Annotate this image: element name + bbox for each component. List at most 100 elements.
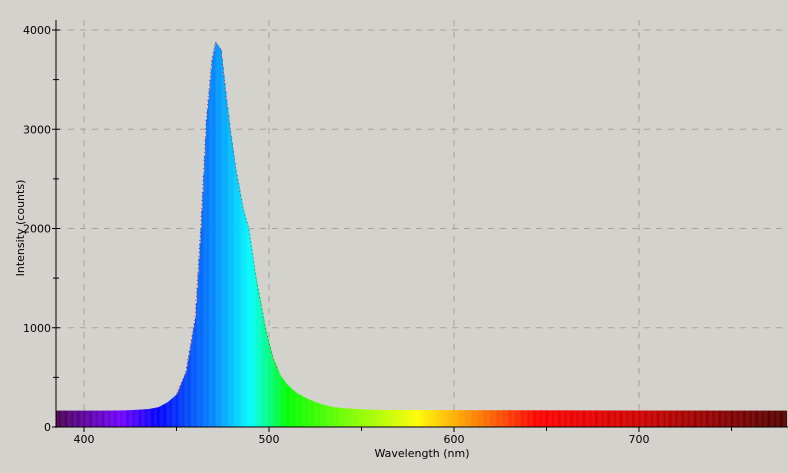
- spectrum-bar: [477, 410, 479, 427]
- spectrum-bar: [306, 398, 308, 427]
- spectrum-bar: [645, 410, 647, 427]
- spectrum-bar: [175, 395, 177, 427]
- spectrum-bar: [156, 407, 158, 427]
- spectrum-bar: [737, 410, 739, 427]
- spectrum-bar: [491, 410, 492, 427]
- spectrum-bar: [258, 293, 260, 427]
- spectrum-bar: [103, 410, 105, 427]
- spectrum-bar: [336, 407, 338, 427]
- spectrum-bar: [557, 410, 559, 427]
- spectrum-bar: [666, 410, 668, 427]
- spectrum-bar: [639, 410, 640, 427]
- spectrum-bar: [760, 410, 762, 427]
- spectrum-bar: [782, 410, 784, 427]
- spectrum-bar: [422, 410, 424, 427]
- spectrum-bar: [199, 243, 201, 427]
- spectrum-bar: [461, 410, 463, 427]
- spectrum-bar: [555, 410, 557, 427]
- spectrum-bar: [293, 390, 295, 427]
- spectrum-bar: [455, 410, 457, 427]
- spectrum-bar: [613, 410, 615, 427]
- spectrum-bar: [767, 410, 769, 427]
- spectrum-bar: [436, 410, 438, 427]
- spectrum-bar: [270, 350, 272, 427]
- spectrum-bar: [391, 409, 393, 427]
- spectrum-bar: [380, 409, 381, 427]
- spectrum-bar: [657, 410, 659, 427]
- spectrum-bar: [161, 405, 163, 427]
- spectrum-bar: [496, 410, 498, 427]
- spectrum-bar: [414, 410, 416, 427]
- spectrum-bar: [112, 410, 114, 427]
- spectrum-bar: [385, 409, 387, 427]
- spectrum-bar: [68, 410, 70, 427]
- spectrum-bar: [544, 410, 546, 427]
- spectrum-bar: [305, 397, 307, 427]
- spectrum-bar: [533, 410, 535, 427]
- spectrum-bar: [520, 410, 522, 427]
- spectrum-bar: [218, 45, 220, 427]
- spectrum-bar: [409, 410, 411, 427]
- spectrum-bar: [704, 410, 706, 427]
- y-tick-label: 0: [44, 421, 51, 434]
- spectrum-bar: [618, 410, 620, 427]
- spectrum-bar: [314, 401, 316, 427]
- y-axis-label: Intensity (counts): [14, 180, 27, 277]
- spectrum-bar: [746, 410, 748, 427]
- spectrum-bar: [693, 410, 695, 427]
- spectrum-bar: [729, 410, 731, 427]
- spectrum-bar: [778, 410, 780, 427]
- spectrum-bar: [396, 409, 398, 427]
- spectrum-bar: [254, 265, 256, 427]
- spectrum-bar: [383, 409, 385, 427]
- spectrum-bar: [682, 410, 684, 427]
- spectrum-bar: [425, 410, 427, 427]
- spectrum-bar: [695, 410, 697, 427]
- spectrum-bar: [761, 410, 763, 427]
- spectrum-bar: [541, 410, 543, 427]
- spectrum-bar: [319, 403, 321, 427]
- spectrum-bar: [668, 410, 670, 427]
- spectrum-bar: [602, 410, 603, 427]
- spectrum-bar: [563, 410, 565, 427]
- spectrum-bar: [739, 410, 741, 427]
- spectrum-bar: [480, 410, 482, 427]
- spectrum-bar: [154, 407, 156, 427]
- spectrum-bar: [472, 410, 474, 427]
- spectrum-bar: [284, 381, 286, 427]
- spectrum-bar: [574, 410, 576, 427]
- spectrum-bar: [709, 410, 711, 427]
- spectrum-bar: [224, 82, 226, 427]
- spectrum-bar: [312, 400, 314, 427]
- spectrum-bar: [691, 410, 693, 427]
- spectrum-bar: [687, 410, 689, 427]
- spectrum-bar: [185, 371, 187, 427]
- spectrum-bar: [251, 247, 253, 427]
- spectrum-bar: [195, 302, 197, 427]
- spectrum-bar: [405, 409, 407, 427]
- spectrum-bar: [597, 410, 599, 427]
- spectrum-bar: [318, 403, 320, 427]
- spectrum-bar: [669, 410, 671, 427]
- spectrum-bar: [773, 410, 775, 427]
- spectrum-bar: [766, 410, 768, 427]
- spectrum-bar: [635, 410, 637, 427]
- spectrum-bar: [222, 66, 224, 428]
- spectrum-bar: [540, 410, 542, 427]
- spectrum-bar: [530, 410, 532, 427]
- x-axis-label: Wavelength (nm): [374, 447, 469, 460]
- spectrum-bar: [547, 410, 549, 427]
- spectrum-bar: [443, 410, 445, 427]
- spectrum-bar: [551, 410, 553, 427]
- spectrum-bar: [146, 409, 148, 427]
- spectrum-bar: [538, 410, 540, 427]
- spectrum-bar: [283, 380, 285, 427]
- spectrum-bar: [228, 114, 230, 428]
- spectrum-bar: [96, 410, 98, 427]
- spectrum-bar: [505, 410, 507, 427]
- spectrum-bar: [654, 410, 656, 427]
- spectrum-bar: [685, 410, 687, 427]
- spectrum-bar: [656, 410, 658, 427]
- spectrum-bar: [445, 410, 447, 427]
